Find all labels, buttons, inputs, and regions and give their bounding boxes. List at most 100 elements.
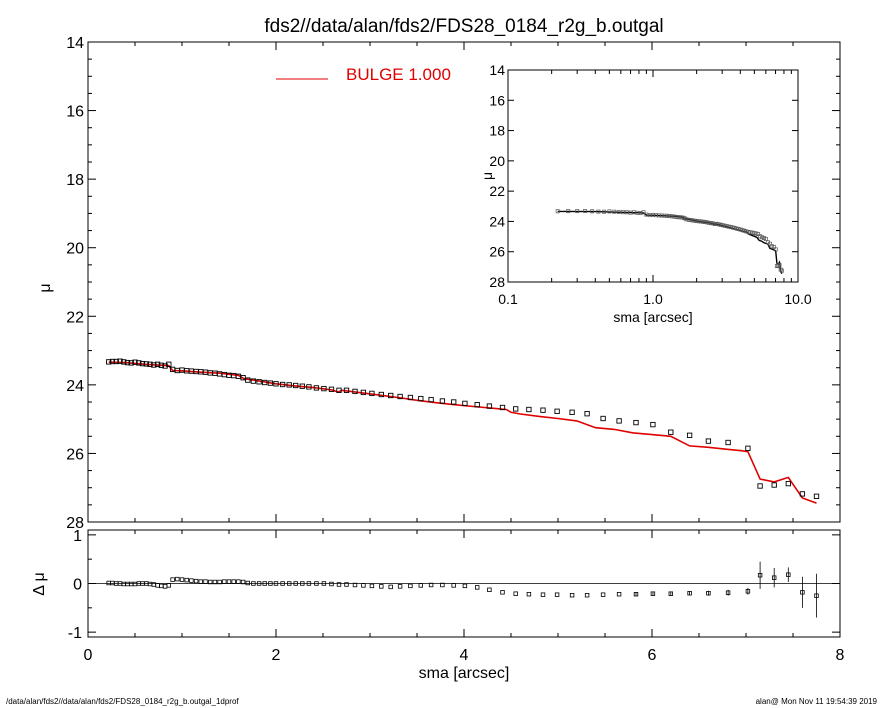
inset-data-point: [756, 232, 761, 237]
inset-data-point: [657, 213, 661, 218]
residual-point: [314, 581, 319, 586]
inset-data-point: [760, 235, 764, 240]
data-point: [813, 493, 820, 499]
data-point: [343, 387, 350, 393]
residual-point: [474, 585, 480, 590]
residual-point: [513, 591, 518, 596]
inset-data-point: [596, 209, 601, 214]
residual-point: [306, 581, 312, 586]
main-y-tick-label: 26: [66, 446, 84, 463]
data-point: [352, 388, 358, 395]
data-point: [584, 411, 590, 417]
residual-point: [408, 583, 413, 589]
data-point: [109, 358, 116, 365]
residual-point: [240, 579, 246, 585]
residual-point: [650, 591, 656, 596]
inset-data-point: [659, 213, 664, 218]
residual-point: [687, 591, 692, 596]
data-point: [474, 402, 480, 408]
residual-point: [231, 579, 236, 584]
inset-data-point: [665, 213, 670, 218]
main-y-tick-label: 16: [66, 104, 84, 121]
data-point: [686, 432, 693, 438]
data-point: [600, 415, 606, 422]
inset-data-point: [706, 220, 711, 225]
residual-point: [162, 584, 168, 589]
data-point: [569, 409, 575, 415]
data-point: [757, 483, 763, 489]
data-point: [151, 362, 157, 368]
data-point: [650, 421, 656, 428]
inset-data-point: [672, 214, 677, 219]
data-point: [267, 380, 274, 386]
residual-point: [286, 581, 292, 586]
data-point: [313, 385, 320, 391]
data-point: [158, 362, 164, 368]
residual-point: [336, 582, 342, 587]
inset-data-point: [566, 209, 571, 214]
residual-point: [786, 572, 791, 577]
residual-point: [600, 592, 606, 597]
data-point: [499, 404, 506, 411]
inset-x-axis-label: sma [arcsec]: [613, 309, 692, 325]
residual-point: [569, 593, 575, 598]
data-point: [771, 482, 777, 488]
residual-y-tick-label: 0: [73, 577, 82, 594]
residual-point: [725, 590, 731, 595]
residual-point: [440, 582, 445, 588]
data-point: [136, 360, 142, 366]
inset-data-point: [583, 209, 588, 213]
data-point: [250, 378, 257, 384]
residual-point: [633, 592, 639, 597]
residual-point: [369, 583, 375, 589]
residual-x-tick-label: 8: [836, 647, 845, 664]
residual-point: [236, 579, 241, 584]
residual-point: [814, 593, 819, 598]
data-point: [725, 439, 731, 446]
data-point: [540, 407, 546, 413]
inset-data-point: [678, 215, 683, 220]
data-point: [132, 359, 138, 365]
bulge-model-line: [108, 361, 817, 504]
residual-point: [428, 582, 434, 588]
inset-y-tick-label: 20: [489, 153, 505, 169]
footer-timestamp: alan@ Mon Nov 11 19:54:39 2019: [755, 697, 877, 706]
data-point: [154, 361, 161, 367]
inset-data-point: [752, 231, 757, 236]
data-point: [451, 399, 457, 405]
residual-point: [179, 577, 185, 582]
residual-point: [706, 591, 711, 596]
residual-point: [361, 583, 366, 588]
residual-point: [668, 591, 673, 596]
residual-x-tick-label: 4: [460, 647, 469, 664]
residual-point: [273, 581, 279, 586]
chart-title: fds2//data/alan/fds2/FDS28_0184_r2g_b.ou…: [264, 16, 663, 37]
residual-y-tick-label: -1: [68, 625, 82, 642]
residual-point: [800, 590, 805, 595]
residual-point: [321, 581, 327, 586]
data-point: [526, 406, 532, 413]
residual-point: [106, 580, 111, 586]
inset-data-point: [641, 210, 646, 215]
inset-data-point: [662, 213, 667, 218]
main-y-axis-label: μ: [37, 283, 54, 292]
residual-point: [245, 580, 250, 586]
residual-point: [757, 573, 763, 578]
inset-data-point: [684, 217, 689, 222]
residual-y-axis-label: Δ μ: [31, 572, 48, 595]
inset-y-tick-label: 14: [489, 62, 505, 78]
inset-data-point: [778, 267, 783, 272]
inset-data-point: [688, 218, 693, 223]
inset-data-point: [720, 223, 725, 228]
inset-panel: 14 16 18 20 22 24 26 280.1 1.0 10.0 sma [arcsec] μ: [479, 62, 812, 325]
residual-point: [166, 583, 171, 588]
inset-y-tick-label: 16: [489, 92, 505, 108]
data-point: [262, 379, 268, 386]
inset-data-point: [773, 247, 778, 252]
data-point: [321, 385, 327, 392]
residual-point: [170, 577, 175, 582]
residual-point: [268, 581, 273, 586]
residual-point: [217, 579, 222, 585]
inset-data-point: [669, 214, 674, 219]
